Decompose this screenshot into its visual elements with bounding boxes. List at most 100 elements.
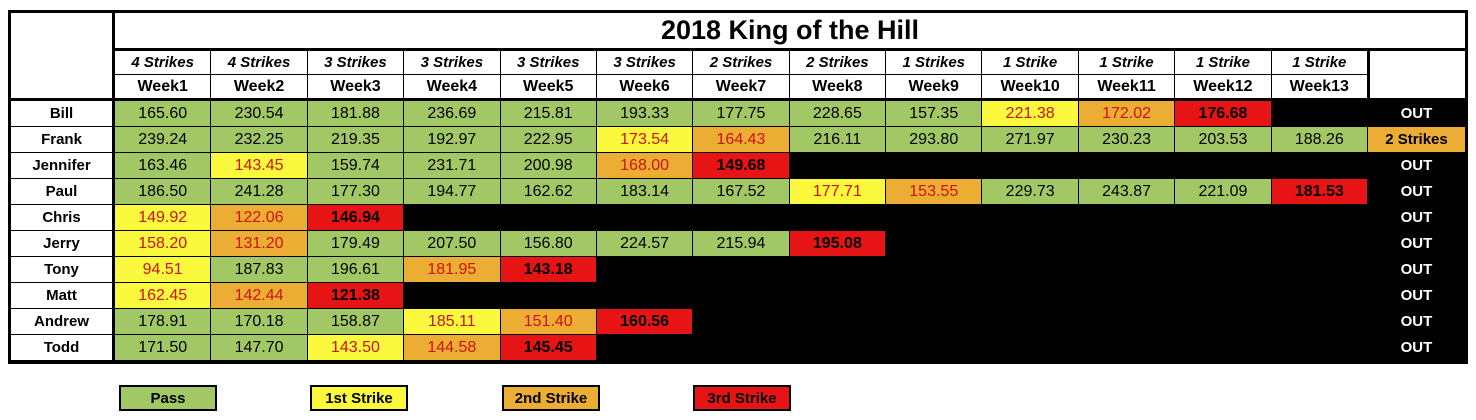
score-cell[interactable]: 236.69 bbox=[404, 101, 501, 127]
score-cell[interactable]: 183.14 bbox=[596, 179, 694, 205]
player-name-cell[interactable]: Matt bbox=[11, 283, 115, 309]
score-cell[interactable]: 243.87 bbox=[1078, 179, 1176, 205]
empty-cell[interactable] bbox=[886, 309, 983, 335]
empty-cell[interactable] bbox=[982, 257, 1079, 283]
empty-cell[interactable] bbox=[1271, 101, 1368, 127]
score-cell[interactable]: 194.77 bbox=[404, 179, 501, 205]
week-header-week5[interactable]: Week5 bbox=[500, 75, 597, 101]
strikes-header-week12[interactable]: 1 Strike bbox=[1175, 51, 1272, 75]
empty-cell[interactable] bbox=[693, 205, 790, 231]
empty-cell[interactable] bbox=[789, 283, 887, 309]
legend-pass[interactable]: Pass bbox=[119, 385, 217, 411]
score-cell[interactable]: 181.53 bbox=[1271, 179, 1368, 205]
score-cell[interactable]: 188.26 bbox=[1271, 127, 1368, 153]
status-cell[interactable]: OUT bbox=[1367, 257, 1465, 283]
empty-cell[interactable] bbox=[693, 309, 790, 335]
score-cell[interactable]: 170.18 bbox=[211, 309, 308, 335]
week-header-week10[interactable]: Week10 bbox=[982, 75, 1079, 101]
week-header-week2[interactable]: Week2 bbox=[211, 75, 308, 101]
player-name-cell[interactable]: Todd bbox=[11, 335, 115, 361]
week-header-week4[interactable]: Week4 bbox=[404, 75, 501, 101]
score-cell[interactable]: 186.50 bbox=[115, 179, 212, 205]
score-cell[interactable]: 181.95 bbox=[404, 257, 501, 283]
corner-cell[interactable] bbox=[11, 13, 115, 101]
score-cell[interactable]: 173.54 bbox=[596, 127, 694, 153]
score-cell[interactable]: 145.45 bbox=[500, 335, 597, 361]
strikes-header-week1[interactable]: 4 Strikes bbox=[115, 51, 212, 75]
score-cell[interactable]: 224.57 bbox=[596, 231, 694, 257]
strikes-header-week4[interactable]: 3 Strikes bbox=[404, 51, 501, 75]
empty-cell[interactable] bbox=[789, 257, 887, 283]
score-cell[interactable]: 177.30 bbox=[307, 179, 405, 205]
score-cell[interactable]: 168.00 bbox=[596, 153, 694, 179]
score-cell[interactable]: 215.94 bbox=[693, 231, 790, 257]
score-cell[interactable]: 230.23 bbox=[1078, 127, 1176, 153]
empty-cell[interactable] bbox=[886, 335, 983, 361]
empty-cell[interactable] bbox=[789, 153, 887, 179]
empty-cell[interactable] bbox=[1078, 231, 1176, 257]
empty-cell[interactable] bbox=[982, 283, 1079, 309]
week-header-week7[interactable]: Week7 bbox=[693, 75, 790, 101]
player-name-cell[interactable]: Jennifer bbox=[11, 153, 115, 179]
status-cell[interactable]: OUT bbox=[1367, 335, 1465, 361]
empty-cell[interactable] bbox=[404, 205, 501, 231]
status-cell[interactable]: OUT bbox=[1367, 153, 1465, 179]
score-cell[interactable]: 193.33 bbox=[596, 101, 694, 127]
score-cell[interactable]: 192.97 bbox=[404, 127, 501, 153]
status-cell[interactable]: OUT bbox=[1367, 231, 1465, 257]
score-cell[interactable]: 157.35 bbox=[886, 101, 983, 127]
score-cell[interactable]: 165.60 bbox=[115, 101, 212, 127]
score-cell[interactable]: 146.94 bbox=[307, 205, 405, 231]
empty-cell[interactable] bbox=[982, 205, 1079, 231]
strikes-header-week8[interactable]: 2 Strikes bbox=[789, 51, 887, 75]
empty-cell[interactable] bbox=[1271, 309, 1368, 335]
empty-cell[interactable] bbox=[982, 335, 1079, 361]
empty-cell[interactable] bbox=[1175, 283, 1272, 309]
empty-cell[interactable] bbox=[596, 283, 694, 309]
score-cell[interactable]: 149.68 bbox=[693, 153, 790, 179]
empty-cell[interactable] bbox=[1271, 231, 1368, 257]
score-cell[interactable]: 160.56 bbox=[596, 309, 694, 335]
score-cell[interactable]: 231.71 bbox=[404, 153, 501, 179]
empty-cell[interactable] bbox=[1078, 153, 1176, 179]
player-name-cell[interactable]: Frank bbox=[11, 127, 115, 153]
status-cell[interactable]: OUT bbox=[1367, 309, 1465, 335]
status-cell[interactable]: OUT bbox=[1367, 205, 1465, 231]
legend-strike1[interactable]: 1st Strike bbox=[310, 385, 408, 411]
score-cell[interactable]: 143.50 bbox=[307, 335, 405, 361]
strikes-header-week13[interactable]: 1 Strike bbox=[1271, 51, 1368, 75]
week-header-week6[interactable]: Week6 bbox=[596, 75, 694, 101]
score-cell[interactable]: 143.18 bbox=[500, 257, 597, 283]
score-cell[interactable]: 222.95 bbox=[500, 127, 597, 153]
score-cell[interactable]: 216.11 bbox=[789, 127, 887, 153]
empty-cell[interactable] bbox=[1271, 335, 1368, 361]
empty-cell[interactable] bbox=[789, 205, 887, 231]
score-cell[interactable]: 221.38 bbox=[982, 101, 1079, 127]
score-cell[interactable]: 177.75 bbox=[693, 101, 790, 127]
empty-cell[interactable] bbox=[500, 283, 597, 309]
score-cell[interactable]: 149.92 bbox=[115, 205, 212, 231]
week-header-week9[interactable]: Week9 bbox=[886, 75, 983, 101]
player-name-cell[interactable]: Jerry bbox=[11, 231, 115, 257]
score-cell[interactable]: 229.73 bbox=[982, 179, 1079, 205]
score-cell[interactable]: 144.58 bbox=[404, 335, 501, 361]
sheet-title[interactable]: 2018 King of the Hill bbox=[115, 13, 1465, 51]
empty-cell[interactable] bbox=[596, 335, 694, 361]
score-cell[interactable]: 142.44 bbox=[211, 283, 308, 309]
score-cell[interactable]: 271.97 bbox=[982, 127, 1079, 153]
week-header-week11[interactable]: Week11 bbox=[1078, 75, 1176, 101]
empty-cell[interactable] bbox=[886, 231, 983, 257]
empty-cell[interactable] bbox=[1078, 205, 1176, 231]
score-cell[interactable]: 171.50 bbox=[115, 335, 212, 361]
score-cell[interactable]: 172.02 bbox=[1078, 101, 1176, 127]
score-cell[interactable]: 177.71 bbox=[789, 179, 887, 205]
empty-cell[interactable] bbox=[886, 205, 983, 231]
score-cell[interactable]: 151.40 bbox=[500, 309, 597, 335]
status-column-header[interactable] bbox=[1367, 51, 1465, 101]
week-header-week3[interactable]: Week3 bbox=[307, 75, 405, 101]
score-cell[interactable]: 179.49 bbox=[307, 231, 405, 257]
empty-cell[interactable] bbox=[693, 335, 790, 361]
empty-cell[interactable] bbox=[1175, 257, 1272, 283]
week-header-week13[interactable]: Week13 bbox=[1271, 75, 1368, 101]
score-cell[interactable]: 94.51 bbox=[115, 257, 212, 283]
